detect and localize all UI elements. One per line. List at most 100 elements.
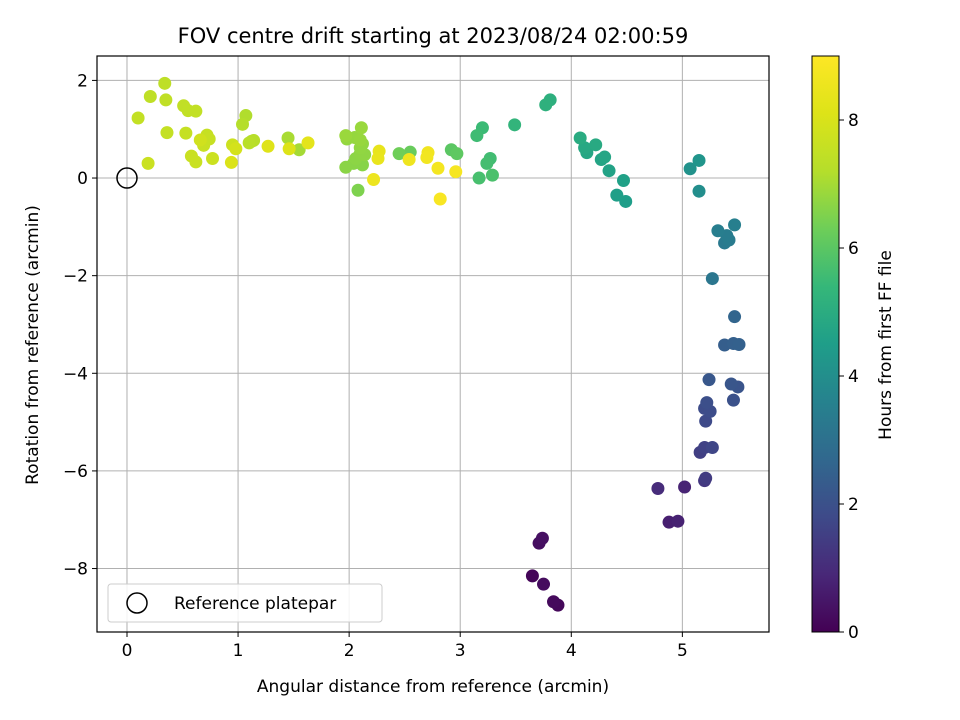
x-axis-label: Angular distance from reference (arcmin): [257, 677, 609, 697]
scatter-point: [683, 162, 697, 176]
colorbar-ticks: 0 2 4 6 8: [839, 111, 859, 643]
scatter-point: [578, 141, 592, 155]
y-tick-label: −8: [63, 560, 88, 580]
scatter-point: [678, 480, 692, 494]
scatter-point: [525, 569, 539, 583]
scatter-point: [651, 481, 665, 495]
x-axis: 0 1 2 3 4 5: [122, 632, 688, 661]
colorbar-gradient: [811, 55, 840, 633]
plot-frame: [96, 55, 770, 633]
scatter-point: [282, 142, 296, 156]
scatter-point: [160, 126, 174, 140]
scatter-point: [485, 168, 499, 182]
colorbar-tick-label: 0: [848, 623, 859, 643]
scatter-point: [189, 104, 203, 118]
scatter-point: [616, 173, 630, 187]
scatter-point: [692, 153, 706, 167]
x-tick-label: 4: [566, 641, 577, 661]
scatter-point: [292, 143, 306, 157]
grid-lines: [97, 56, 769, 632]
scatter-point: [470, 129, 484, 143]
scatter-point: [189, 155, 203, 169]
scatter-point: [261, 139, 275, 153]
y-axis-label: Rotation from reference (arcmin): [23, 205, 43, 485]
scatter-point: [692, 184, 706, 198]
scatter-point: [131, 111, 145, 125]
scatter-point: [705, 440, 719, 454]
y-tick-label: −6: [63, 462, 88, 482]
legend-box: [107, 583, 383, 623]
x-tick-label: 3: [455, 641, 466, 661]
scatter-point: [402, 152, 416, 166]
scatter-point: [351, 183, 365, 197]
scatter-point: [699, 471, 713, 485]
scatter-point: [450, 147, 464, 161]
scatter-point: [472, 171, 486, 185]
chart-title: FOV centre drift starting at 2023/08/24 …: [178, 24, 689, 48]
scatter-point: [573, 131, 587, 145]
scatter-point: [728, 218, 742, 232]
scatter-point: [671, 514, 685, 528]
scatter-point: [539, 98, 553, 112]
scatter-point: [339, 160, 353, 174]
scatter-point: [480, 156, 494, 170]
y-axis: −8 −6 −4 −2 0 2: [63, 71, 97, 580]
legend: Reference platepar: [107, 583, 383, 623]
colorbar-tick-label: 8: [848, 111, 859, 131]
scatter-point: [732, 337, 746, 351]
scatter-point: [339, 129, 353, 143]
scatter-point: [702, 373, 716, 387]
scatter-point: [354, 121, 368, 135]
scatter-point: [159, 93, 173, 107]
scatter-point: [371, 152, 385, 166]
scatter-point: [353, 133, 367, 147]
reference-marker: [116, 167, 138, 189]
y-tick-label: −4: [63, 364, 88, 384]
x-tick-label: 0: [122, 641, 133, 661]
scatter-point: [236, 117, 250, 131]
legend-label: Reference platepar: [174, 594, 336, 614]
y-tick-label: 0: [77, 169, 88, 189]
scatter-point: [179, 126, 193, 140]
scatter-point: [726, 393, 740, 407]
scatter-point: [158, 76, 172, 90]
colorbar: 0 2 4 6 8 Hours from first FF file: [811, 55, 896, 643]
scatter-point: [508, 118, 522, 132]
scatter-point: [602, 164, 616, 178]
scatter-point: [420, 151, 434, 165]
scatter-series: [116, 76, 746, 612]
scatter-point: [392, 147, 406, 161]
scatter-point: [367, 172, 381, 186]
scatter-point: [242, 136, 256, 150]
scatter-point: [699, 414, 713, 428]
x-tick-label: 5: [677, 641, 688, 661]
scatter-point: [281, 131, 295, 145]
x-tick-label: 2: [344, 641, 355, 661]
scatter-point: [705, 272, 719, 286]
scatter-point: [224, 155, 238, 169]
y-tick-label: 2: [77, 71, 88, 91]
scatter-point: [610, 188, 624, 202]
scatter-point: [700, 396, 714, 410]
scatter-point: [537, 577, 551, 591]
colorbar-label: Hours from first FF file: [876, 250, 896, 440]
scatter-point: [547, 595, 561, 609]
scatter-point: [598, 150, 612, 164]
y-tick-label: −2: [63, 267, 88, 287]
scatter-point: [449, 165, 463, 179]
scatter-point: [724, 377, 738, 391]
scatter-point: [711, 224, 725, 238]
scatter-point: [206, 152, 220, 166]
colorbar-tick-label: 4: [848, 367, 859, 387]
scatter-point: [431, 161, 445, 175]
scatter-point: [193, 133, 207, 147]
legend-marker: [126, 592, 148, 614]
scatter-point: [433, 192, 447, 206]
colorbar-tick-label: 2: [848, 495, 859, 515]
scatter-point: [229, 142, 243, 156]
x-tick-label: 1: [233, 641, 244, 661]
scatter-point: [535, 531, 549, 545]
scatter-point: [589, 138, 603, 152]
scatter-point: [728, 310, 742, 324]
